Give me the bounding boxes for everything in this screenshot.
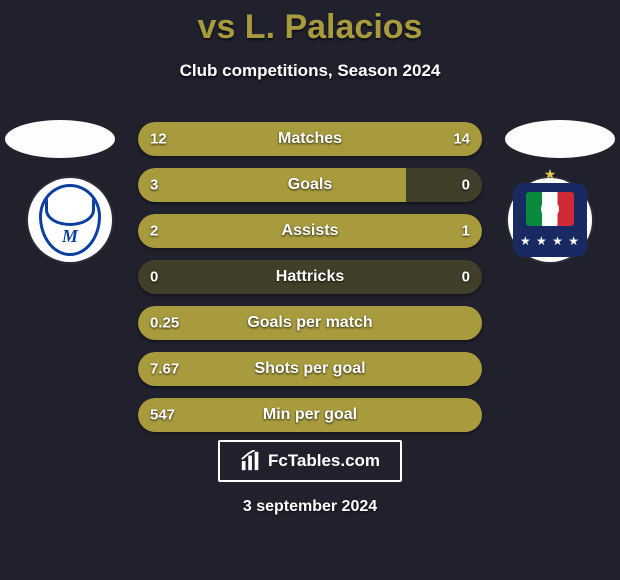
stat-row: 0.25 Goals per match: [138, 306, 482, 340]
stat-row: 12 14 Matches: [138, 122, 482, 156]
stat-label: Hattricks: [276, 268, 344, 286]
millonarios-crest-icon: [39, 184, 101, 256]
stars-row-icon: ★ ★ ★ ★: [516, 234, 584, 248]
stat-value-left: 7.67: [150, 361, 179, 378]
stat-label: Assists: [282, 222, 339, 240]
stat-row: 0 0 Hattricks: [138, 260, 482, 294]
player-name-oval-left: [5, 120, 115, 158]
stat-value-right: 14: [453, 131, 470, 148]
stat-label: Min per goal: [263, 406, 357, 424]
stat-label: Goals: [288, 176, 332, 194]
stats-bar-chart: 12 14 Matches 3 0 Goals 2 1 Assists 0 0 Hattricks 0.…: [138, 122, 482, 444]
stat-row: 547 Min per goal: [138, 398, 482, 432]
once-caldas-crest-icon: ★ ★ ★ ★: [516, 186, 584, 254]
page-title: vs L. Palacios: [0, 0, 620, 47]
stat-value-left: 0.25: [150, 315, 179, 332]
club-badge-left: [20, 175, 120, 265]
stat-label: Matches: [278, 130, 342, 148]
stat-row: 3 0 Goals: [138, 168, 482, 202]
stat-label: Goals per match: [247, 314, 372, 332]
footer-date: 3 september 2024: [243, 498, 377, 516]
stat-value-left: 3: [150, 177, 158, 194]
stat-value-right: 1: [462, 223, 470, 240]
trophy-icon: [541, 200, 559, 218]
stat-value-left: 2: [150, 223, 158, 240]
bar-segment-left: [138, 168, 406, 202]
stat-value-left: 547: [150, 407, 175, 424]
player-name-oval-right: [505, 120, 615, 158]
star-icon: ★: [544, 166, 557, 183]
brand-badge[interactable]: FcTables.com: [218, 440, 402, 482]
club-badge-right: ★ ★ ★ ★ ★: [500, 175, 600, 265]
stat-value-right: 0: [462, 269, 470, 286]
badge-circle: [28, 178, 112, 262]
stat-value-left: 0: [150, 269, 158, 286]
stat-label: Shots per goal: [254, 360, 365, 378]
page-subtitle: Club competitions, Season 2024: [0, 61, 620, 81]
stat-value-right: 0: [462, 177, 470, 194]
bar-chart-icon: [240, 450, 262, 472]
stat-row: 2 1 Assists: [138, 214, 482, 248]
brand-label: FcTables.com: [268, 451, 380, 471]
badge-circle: ★ ★ ★ ★ ★: [508, 178, 592, 262]
stat-row: 7.67 Shots per goal: [138, 352, 482, 386]
stat-value-left: 12: [150, 131, 167, 148]
